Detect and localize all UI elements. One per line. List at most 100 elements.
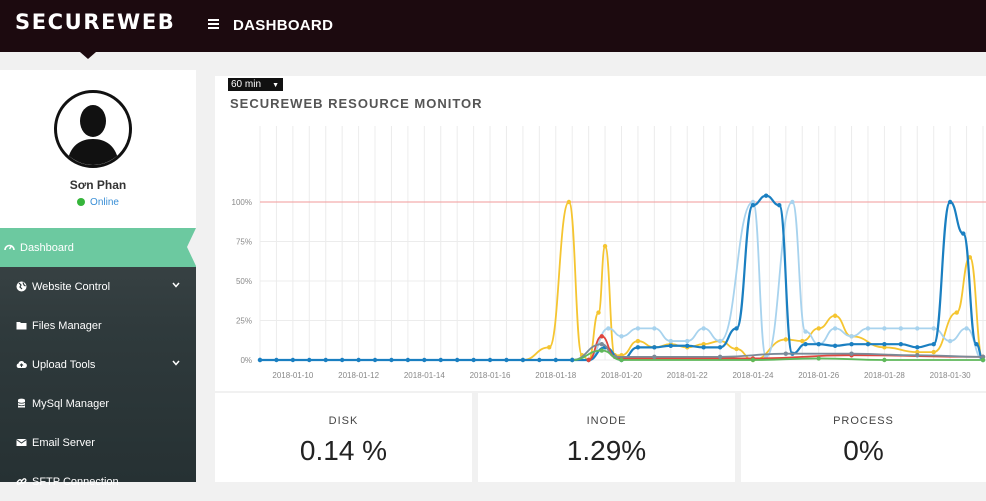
data-point (553, 357, 558, 363)
chevron-down-icon (172, 280, 180, 290)
data-point (274, 357, 279, 363)
data-point (537, 357, 542, 363)
data-point (882, 326, 887, 331)
resource-monitor-chart[interactable]: 0% 25% 50% 75% 100% 2018-01-10 2018-01-12 2018-… (215, 76, 986, 391)
data-point (606, 326, 611, 331)
data-point (777, 202, 782, 208)
data-point (832, 326, 838, 331)
resource-monitor-panel: 0% 25% 50% 75% 100% 2018-01-10 2018-01-12 2018-… (215, 76, 986, 391)
page-title: DASHBOARD (233, 17, 334, 34)
y-tick-label: 100% (232, 198, 252, 207)
data-point (964, 326, 969, 331)
sidebar-item-dashboard[interactable]: Dashboard (0, 228, 196, 267)
profile-card: Sơn Phan Online (0, 70, 196, 228)
data-point (750, 199, 756, 205)
sidebar-item-label: Email Server (32, 436, 95, 449)
sidebar-item-website-control[interactable]: Website Control (0, 267, 196, 306)
x-tick-label: 2018-01-14 (404, 371, 445, 380)
data-point (974, 342, 979, 347)
data-point (803, 342, 808, 347)
data-point (763, 193, 769, 198)
y-tick-label: 0% (240, 356, 252, 365)
online-dot-icon (77, 198, 86, 206)
data-point (931, 326, 936, 331)
user-silhouette-icon (67, 105, 119, 165)
folder-icon (16, 320, 27, 331)
stat-card-process: PROCESS 0% (741, 393, 986, 482)
data-point (849, 342, 854, 347)
data-point (599, 334, 604, 339)
data-point (832, 343, 838, 348)
data-point (717, 338, 723, 344)
x-tick-label: 2018-01-18 (535, 371, 576, 380)
data-point (961, 231, 966, 236)
x-tick-label: 2018-01-24 (732, 371, 773, 380)
time-range-select[interactable]: 60 min ▼ (228, 78, 283, 91)
data-point (931, 342, 936, 347)
sidebar-item-label: MySql Manager (32, 397, 110, 410)
data-point (290, 357, 296, 363)
data-point (652, 354, 657, 360)
data-point (816, 326, 821, 331)
data-point (849, 351, 854, 356)
sidebar-item-label: Upload Tools (32, 358, 96, 371)
data-point (865, 326, 871, 331)
sidebar: Sơn Phan Online Dashboard Website Contro… (0, 70, 196, 488)
sidebar-item-files-manager[interactable]: Files Manager (0, 306, 196, 345)
data-point (422, 357, 427, 363)
sidebar-item-upload-tools[interactable]: Upload Tools (0, 345, 196, 384)
data-point (980, 357, 986, 363)
stat-label: INODE (586, 415, 627, 427)
data-point (816, 342, 821, 347)
status-label: Online (90, 197, 119, 208)
data-point (323, 357, 328, 363)
data-point (816, 356, 821, 361)
data-point (504, 357, 509, 363)
sidebar-item-label: Dashboard (20, 241, 74, 254)
data-point (372, 357, 378, 363)
data-point (701, 342, 706, 347)
data-point (980, 354, 986, 360)
data-point (356, 357, 361, 363)
chevron-down-icon (172, 358, 180, 368)
caret-down-icon: ▼ (272, 82, 279, 89)
x-tick-label: 2018-01-16 (470, 371, 511, 380)
data-point (898, 326, 904, 331)
data-point (685, 338, 690, 344)
data-point (471, 357, 476, 363)
x-tick-label: 2018-01-12 (338, 371, 379, 380)
user-name: Sơn Phan (69, 178, 127, 192)
data-point (790, 199, 795, 205)
x-tick-label: 2018-01-26 (798, 371, 839, 380)
stat-label: PROCESS (833, 415, 894, 427)
stat-label: DISK (328, 415, 359, 427)
sidebar-item-mysql-manager[interactable]: MySql Manager (0, 384, 196, 423)
brand-logo[interactable]: SECUREWEB (15, 10, 176, 34)
data-point (570, 357, 575, 363)
data-point (750, 202, 756, 208)
data-point (915, 349, 920, 355)
data-point (652, 345, 657, 350)
data-point (668, 343, 673, 348)
data-point (734, 346, 739, 352)
data-point (717, 354, 723, 360)
data-point (520, 357, 526, 363)
data-point (652, 326, 657, 331)
avatar[interactable] (54, 90, 132, 168)
database-icon (16, 398, 27, 409)
data-point (635, 326, 641, 331)
data-point (898, 342, 904, 347)
sidebar-item-email-server[interactable]: Email Server (0, 423, 196, 462)
data-point (915, 353, 920, 358)
data-point (635, 345, 641, 350)
time-range-value: 60 min (231, 79, 262, 90)
y-tick-label: 25% (236, 317, 252, 326)
data-point (454, 357, 460, 363)
brand-caret-icon (80, 52, 96, 59)
stat-card-disk: DISK 0.14 % (215, 393, 472, 482)
data-point (865, 342, 871, 347)
data-point (915, 326, 920, 331)
data-point (931, 349, 936, 355)
hamburger-menu-icon[interactable] (208, 19, 219, 30)
data-point (849, 334, 854, 339)
